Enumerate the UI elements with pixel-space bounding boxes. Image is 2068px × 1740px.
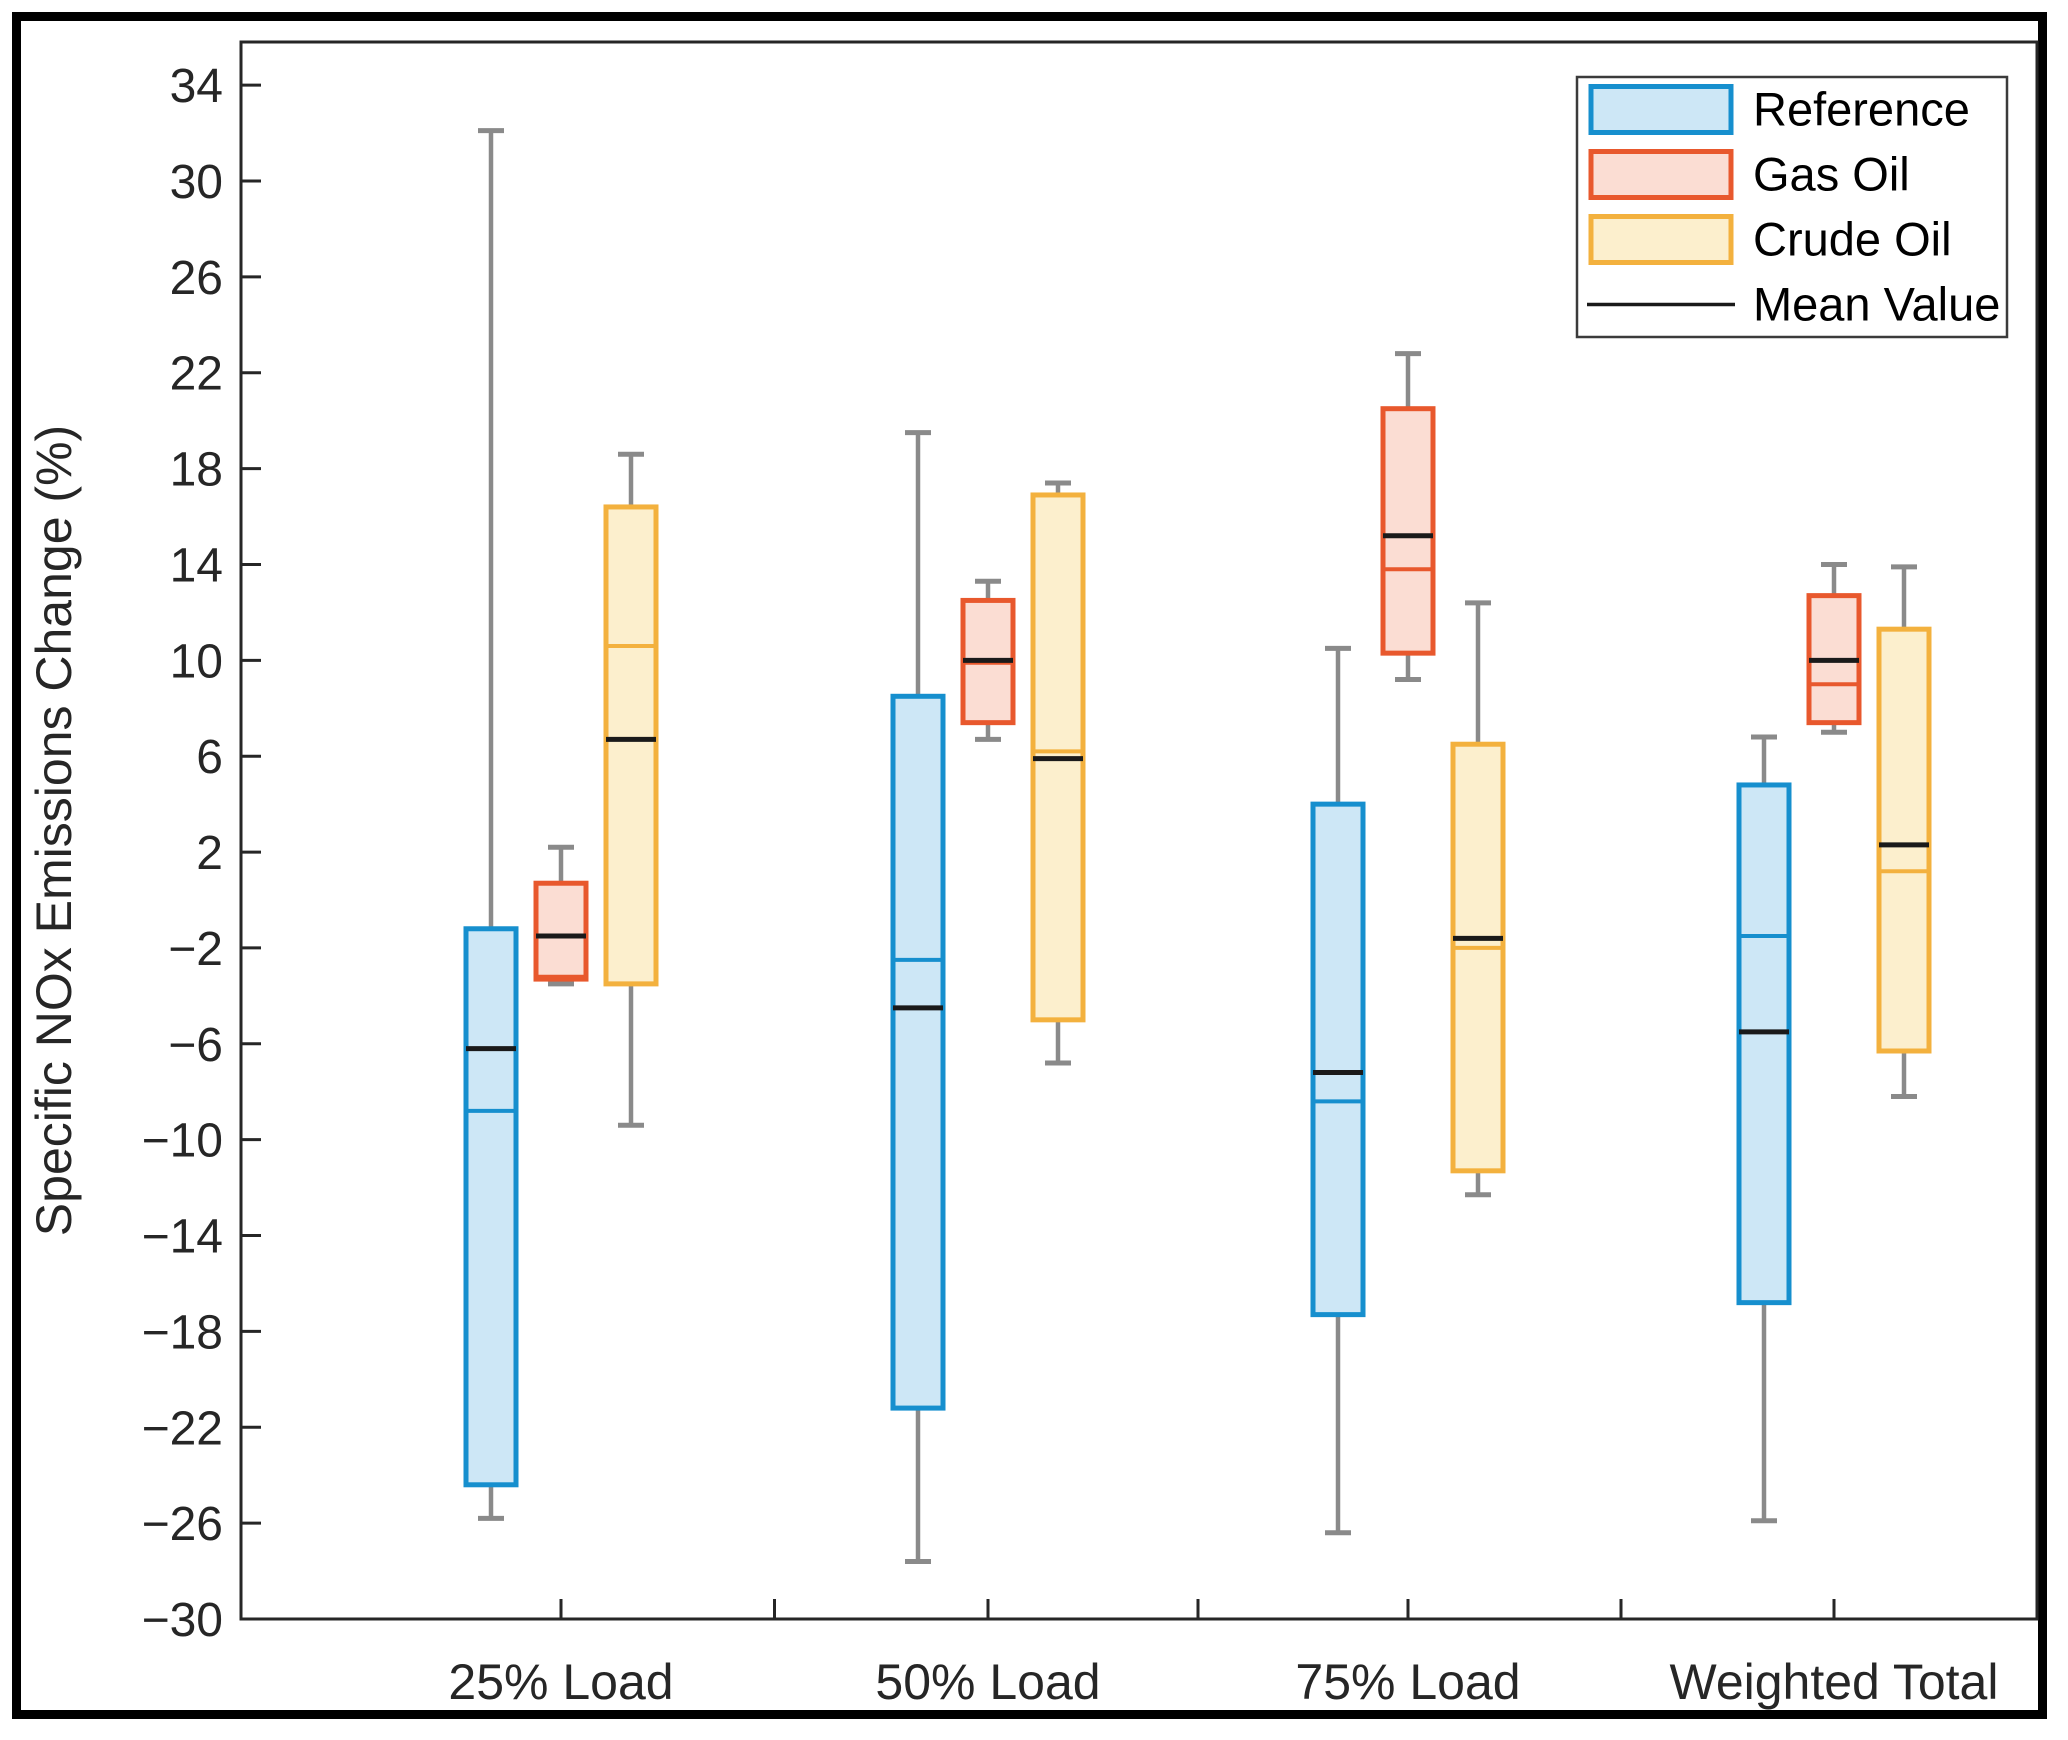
y-tick-label: −2 (168, 923, 223, 976)
iqr-box (1876, 626, 1932, 1054)
y-tick-label: 22 (170, 348, 223, 401)
iqr-box (1310, 801, 1366, 1318)
legend-item-reference: Reference (1588, 83, 1970, 136)
iqr-box (463, 926, 519, 1488)
y-tick-label: 18 (170, 444, 223, 497)
y-tick-label: −6 (168, 1019, 223, 1072)
legend-label-mean-value: Mean Value (1753, 278, 2000, 331)
x-axis-label-75-load: 75% Load (1295, 1654, 1520, 1710)
axes-box (239, 40, 2039, 1621)
iqr-box (890, 693, 946, 1411)
box-reference-50-load (890, 430, 946, 1564)
box-crude-oil-weighted-total (1876, 564, 1932, 1100)
iqr-box (603, 504, 659, 987)
legend-item-gas-oil: Gas Oil (1588, 148, 1910, 201)
x-axis-label-50-load: 50% Load (875, 1654, 1100, 1710)
box-crude-oil-75-load (1450, 600, 1506, 1198)
legend-swatch-gas-oil (1588, 149, 1734, 200)
y-tick-label: 30 (170, 156, 223, 209)
box-gas-oil-50-load (960, 578, 1016, 742)
y-tick-label: 2 (196, 827, 223, 880)
legend-item-crude-oil: Crude Oil (1588, 213, 1952, 266)
iqr-box (1380, 406, 1436, 656)
box-gas-oil-25-load (533, 844, 589, 987)
iqr-box (1736, 782, 1792, 1306)
y-tick-label: 26 (170, 252, 223, 305)
legend-label-crude-oil: Crude Oil (1753, 213, 1952, 266)
y-tick-label: 34 (170, 60, 223, 113)
box-crude-oil-25-load (603, 451, 659, 1128)
y-tick-label: −30 (142, 1594, 223, 1647)
legend-label-reference: Reference (1753, 83, 1970, 136)
y-axis-title: Specific NOx Emissions Change (%) (26, 425, 82, 1236)
legend-item-mean-value: Mean Value (1587, 278, 2000, 331)
figure-frame: −30 −26 −22 −18 −14 −10 −6 −2 2 6 10 14 18 22 26 30 34 25… (12, 12, 2047, 1719)
x-axis-label-25-load: 25% Load (448, 1654, 673, 1710)
legend-label-gas-oil: Gas Oil (1753, 148, 1910, 201)
box-crude-oil-50-load (1030, 480, 1086, 1066)
box-gas-oil-weighted-total (1806, 561, 1862, 735)
legend-swatch-crude-oil (1588, 214, 1734, 265)
box-reference-75-load (1310, 645, 1366, 1536)
y-tick-label: 14 (170, 539, 223, 592)
y-tick-label: −26 (142, 1498, 223, 1551)
y-tick-label: −10 (142, 1115, 223, 1168)
iqr-box (1450, 741, 1506, 1174)
box-reference-25-load (463, 128, 519, 1521)
y-tick-label: −14 (142, 1211, 223, 1264)
x-axis-label-weighted-total: Weighted Total (1670, 1654, 1999, 1710)
boxplot-chart: −30−26−22−18−14−10−6−2261014182226303425… (26, 40, 2039, 1710)
y-tick-label: −18 (142, 1306, 223, 1359)
iqr-box (533, 880, 589, 982)
y-tick-label: 6 (196, 731, 223, 784)
legend-swatch-reference (1588, 84, 1734, 135)
box-reference-weighted-total (1736, 734, 1792, 1524)
y-tick-label: 10 (170, 635, 223, 688)
box-gas-oil-75-load (1380, 351, 1436, 683)
y-tick-label: −22 (142, 1402, 223, 1455)
